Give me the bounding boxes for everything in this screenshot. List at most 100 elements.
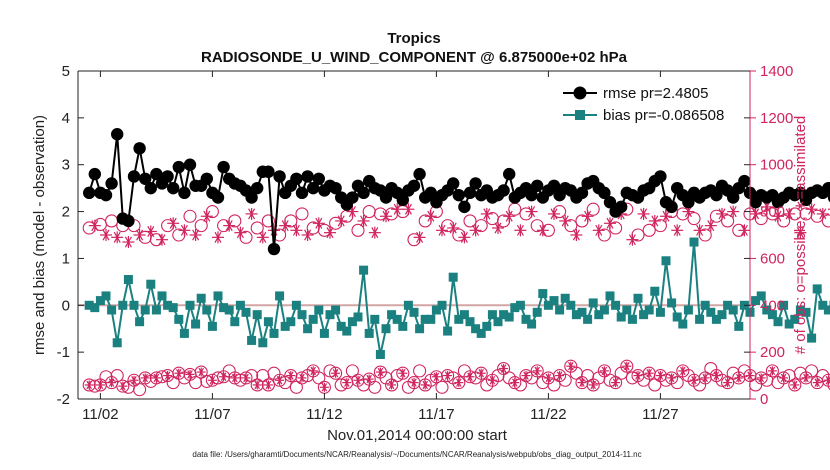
obs-assimilated-point [566, 361, 576, 371]
obs-possible-point [295, 207, 309, 221]
bias-point [700, 300, 710, 310]
bias-point [168, 303, 178, 313]
bias-point [527, 319, 537, 329]
obs-assimilated-point [704, 219, 717, 232]
bias-point [112, 338, 122, 348]
obs-assimilated-point [189, 229, 202, 241]
bias-point [454, 314, 464, 324]
obs-assimilated-point [555, 371, 565, 381]
bias-point [252, 310, 262, 320]
obs-possible-point [765, 364, 779, 378]
bias-point [409, 307, 419, 317]
bias-point [140, 305, 150, 315]
bias-point [499, 310, 509, 320]
obs-possible-point [754, 371, 768, 385]
obs-assimilated-point [100, 229, 112, 241]
rmse-point [245, 191, 258, 204]
rmse-point [211, 191, 225, 204]
obs-possible-point [250, 221, 264, 235]
bias-point [723, 300, 733, 310]
bias-point [258, 338, 268, 348]
obs-assimilated-point [342, 378, 352, 388]
obs-possible-point [116, 379, 130, 393]
bias-point [689, 237, 699, 247]
obs-possible-point [295, 371, 309, 385]
bias-point [398, 321, 408, 331]
footnote: data file: /Users/gharamti/Documents/NCA… [192, 450, 641, 459]
rmse-point [452, 188, 465, 202]
obs-assimilated-point [368, 226, 381, 239]
rmse-series [83, 128, 830, 256]
obs-possible-point [474, 366, 488, 380]
rmse-point [267, 242, 281, 256]
bias-point [790, 314, 800, 324]
obs-assimilated-point [331, 368, 341, 378]
rmse-point [357, 186, 370, 200]
obs-possible-point [821, 214, 830, 228]
obs-assimilated-point [290, 224, 303, 237]
bias-point [717, 310, 727, 320]
bias-point [543, 300, 553, 310]
bias-point [219, 303, 229, 313]
obs-assimilated-point [212, 231, 224, 244]
bias-point [90, 303, 100, 313]
obs-possible-point [452, 376, 466, 390]
obs-assimilated-point [140, 373, 150, 383]
obs-possible-point [463, 214, 477, 228]
bias-point [599, 305, 609, 315]
obs-assimilated-point [772, 210, 784, 223]
legend-rmse-marker [573, 86, 587, 100]
rmse-point [290, 172, 303, 185]
rmse-point [598, 186, 611, 200]
obs-possible-point [670, 376, 684, 390]
obs-assimilated-point [767, 366, 777, 376]
x-tick-label: 11/22 [530, 406, 566, 423]
bias-point [605, 291, 615, 301]
right-tick-label: 200 [760, 344, 785, 361]
obs-possible-point [530, 364, 544, 378]
bias-point [359, 265, 369, 275]
obs-possible-point [261, 378, 275, 392]
obs-assimilated-point [611, 378, 621, 388]
bias-point [174, 314, 184, 324]
bias-point [521, 314, 531, 324]
rmse-point [413, 167, 426, 181]
bias-point [387, 310, 397, 320]
bias-point [784, 319, 794, 329]
obs-assimilated-point [387, 380, 397, 390]
bias-point [616, 312, 626, 322]
bias-point [392, 314, 402, 324]
obs-possible-series [82, 200, 830, 249]
rmse-point [665, 200, 678, 214]
bias-point [801, 307, 811, 317]
obs-possible-point [642, 223, 656, 237]
obs-assimilated-point [723, 378, 733, 388]
bias-point [482, 321, 492, 331]
x-tick-label: 11/02 [82, 406, 118, 423]
bias-point [622, 305, 632, 315]
rmse-point [575, 186, 589, 200]
x-axis-ticks: 11/02 11/07 11/12 11/17 11/22 11/27 [82, 71, 679, 423]
rmse-point [312, 172, 325, 185]
rmse-point [827, 192, 830, 203]
bias-point [163, 300, 173, 310]
obs-possible-point [788, 378, 802, 392]
rmse-point [379, 191, 393, 204]
obs-assimilated-point [599, 366, 609, 376]
bias-point [179, 328, 189, 338]
obs-assimilated-point [196, 367, 206, 377]
obs-assimilated-point [644, 368, 654, 378]
right-axis-ticks: 0 200 400 600 800 1000 1200 1400 [750, 63, 793, 408]
rmse-point [183, 158, 197, 171]
bias-point [762, 305, 772, 315]
obs-possible-point [508, 376, 522, 390]
obs-assimilated-point [454, 378, 464, 388]
obs-assimilated-point [514, 224, 527, 237]
obs-assimilated-point [357, 214, 370, 227]
chart-title: Tropics [387, 30, 440, 47]
bias-point [202, 305, 212, 315]
obs-assimilated-point [794, 226, 807, 239]
rmse-point [88, 167, 102, 181]
bias-point [767, 310, 777, 320]
bias-point [807, 333, 817, 343]
